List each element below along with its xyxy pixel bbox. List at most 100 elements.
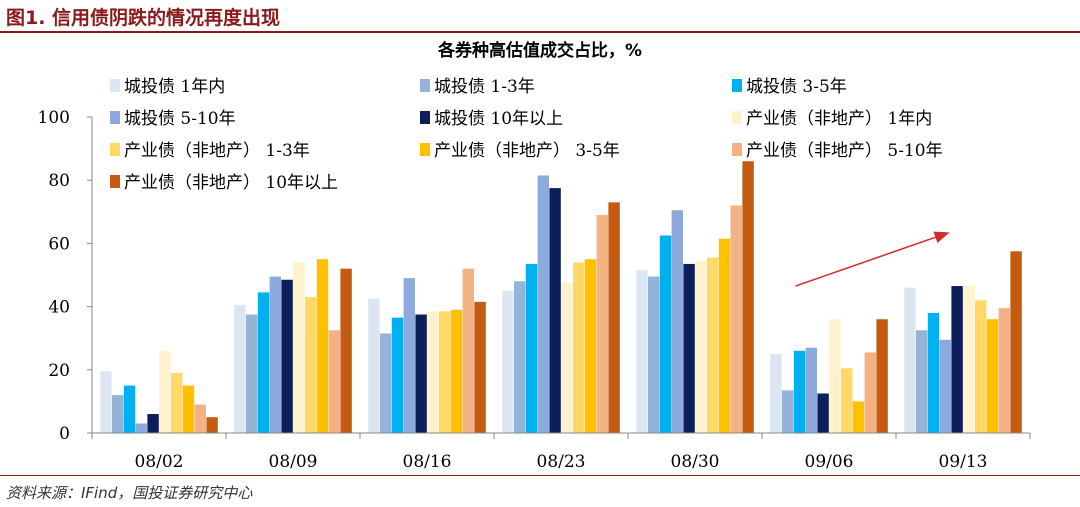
x-tick-label: 08/16 — [403, 452, 452, 472]
legend-swatch — [420, 111, 430, 124]
bar-chart: 各券种高估值成交占比，% 0 20 40 60 80 100 08/02 08/09 08/1… — [38, 40, 1031, 472]
legend-swatch — [110, 143, 120, 156]
bar — [514, 281, 526, 433]
bar — [841, 368, 853, 433]
bar — [683, 263, 695, 433]
y-tick-label: 20 — [48, 361, 70, 381]
bar — [462, 268, 474, 433]
bar — [415, 314, 427, 433]
bar — [951, 286, 963, 433]
bar — [782, 390, 794, 433]
bar — [695, 260, 707, 433]
bar — [975, 300, 987, 433]
bar — [403, 278, 415, 433]
y-tick-label: 0 — [59, 424, 70, 444]
bar — [305, 297, 317, 433]
bar — [328, 330, 340, 433]
bar — [549, 188, 561, 433]
x-tick-label: 08/09 — [269, 452, 318, 472]
bar — [340, 268, 352, 433]
bar — [502, 290, 514, 433]
trend-arrow-line — [795, 235, 940, 287]
bar — [584, 259, 597, 433]
bar — [707, 257, 719, 433]
bar — [986, 319, 999, 433]
bar — [171, 372, 183, 433]
x-tick-label: 09/06 — [805, 452, 854, 472]
bar — [293, 262, 305, 433]
bar — [852, 401, 865, 433]
bar — [916, 330, 928, 433]
x-tick-label: 09/13 — [939, 452, 988, 472]
y-tick-label: 100 — [38, 108, 70, 128]
bar — [608, 202, 620, 433]
bar — [123, 385, 136, 433]
bar — [730, 205, 742, 433]
x-tick-label: 08/23 — [537, 452, 586, 472]
bar — [537, 175, 549, 433]
trend-arrow-head — [933, 231, 950, 243]
bar — [770, 354, 782, 433]
bar — [194, 404, 206, 433]
bar — [829, 319, 841, 433]
y-tick-label: 60 — [48, 234, 70, 254]
bar — [257, 292, 270, 433]
bar — [1010, 251, 1022, 433]
legend-swatch — [420, 143, 430, 156]
bar — [316, 259, 329, 433]
legend-label: 城投债 1年内 — [124, 77, 225, 97]
bar — [206, 417, 218, 433]
bar — [963, 286, 975, 433]
bar — [368, 298, 380, 433]
annotations — [795, 231, 950, 287]
y-tick-label: 80 — [48, 171, 70, 191]
legend-label: 城投债 1-3年 — [434, 77, 535, 97]
bar — [439, 311, 451, 433]
chart-title: 各券种高估值成交占比，% — [437, 40, 642, 61]
bar — [147, 414, 159, 433]
bar — [742, 161, 754, 434]
legend-swatch — [110, 111, 120, 124]
bar — [573, 262, 585, 433]
x-axis: 08/02 08/09 08/16 08/23 08/30 09/06 09/13 — [91, 432, 1031, 472]
legend-label: 城投债 5-10年 — [124, 109, 236, 129]
top-rule — [0, 31, 1080, 33]
bar — [281, 279, 293, 433]
y-axis: 0 20 40 60 80 100 — [38, 108, 93, 444]
bar — [904, 287, 916, 433]
legend-label: 产业债（非地产） 5-10年 — [746, 141, 943, 161]
bar — [793, 350, 806, 433]
legend-label: 产业债（非地产） 10年以上 — [124, 173, 338, 193]
bar — [246, 314, 258, 433]
y-tick-label: 40 — [48, 298, 70, 318]
bar — [182, 385, 195, 433]
bar — [561, 282, 573, 433]
bar — [939, 339, 951, 433]
bar — [864, 352, 876, 433]
x-tick-label: 08/30 — [671, 452, 720, 472]
bar — [525, 263, 538, 433]
bar — [636, 270, 648, 433]
bar — [927, 312, 940, 433]
bar — [805, 347, 817, 433]
legend-swatch — [732, 111, 742, 124]
legend-label: 城投债 10年以上 — [434, 109, 563, 129]
bar — [159, 350, 171, 433]
bar — [474, 301, 486, 433]
legend-swatch — [110, 175, 120, 188]
bar — [234, 305, 246, 433]
bar — [659, 235, 672, 433]
bar — [427, 311, 439, 433]
bar — [998, 308, 1010, 433]
bar — [135, 423, 147, 433]
bar — [718, 238, 731, 433]
bar — [876, 319, 888, 433]
legend-label: 产业债（非地产） 1-3年 — [124, 141, 310, 161]
figure-title: 图1. 信用债阴跌的情况再度出现 — [6, 7, 281, 29]
source-note: 资料来源：IFind，国投证券研究中心 — [6, 484, 253, 502]
bar — [596, 214, 608, 433]
legend-label: 城投债 3-5年 — [746, 77, 847, 97]
bars-group — [100, 161, 1022, 434]
bar — [450, 309, 463, 433]
